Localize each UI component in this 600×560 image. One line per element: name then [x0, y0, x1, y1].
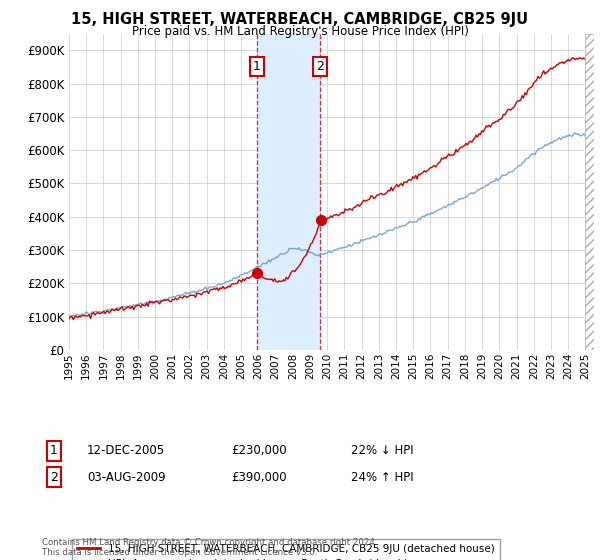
Text: 12-DEC-2005: 12-DEC-2005: [87, 444, 165, 458]
Text: 1: 1: [253, 60, 261, 73]
Text: £230,000: £230,000: [231, 444, 287, 458]
Text: Price paid vs. HM Land Registry's House Price Index (HPI): Price paid vs. HM Land Registry's House …: [131, 25, 469, 38]
Legend: 15, HIGH STREET, WATERBEACH, CAMBRIDGE, CB25 9JU (detached house), HPI: Average : 15, HIGH STREET, WATERBEACH, CAMBRIDGE, …: [71, 539, 500, 560]
Text: 15, HIGH STREET, WATERBEACH, CAMBRIDGE, CB25 9JU: 15, HIGH STREET, WATERBEACH, CAMBRIDGE, …: [71, 12, 529, 27]
Text: 24% ↑ HPI: 24% ↑ HPI: [351, 470, 413, 484]
Text: Contains HM Land Registry data © Crown copyright and database right 2024.
This d: Contains HM Land Registry data © Crown c…: [42, 538, 377, 557]
Text: 03-AUG-2009: 03-AUG-2009: [87, 470, 166, 484]
Bar: [586, 34, 594, 350]
Text: 2: 2: [316, 60, 324, 73]
Text: 2: 2: [50, 470, 58, 484]
Text: £390,000: £390,000: [231, 470, 287, 484]
Text: 22% ↓ HPI: 22% ↓ HPI: [351, 444, 413, 458]
Bar: [257, 34, 320, 350]
Bar: [586, 34, 594, 350]
Text: 1: 1: [50, 444, 58, 458]
